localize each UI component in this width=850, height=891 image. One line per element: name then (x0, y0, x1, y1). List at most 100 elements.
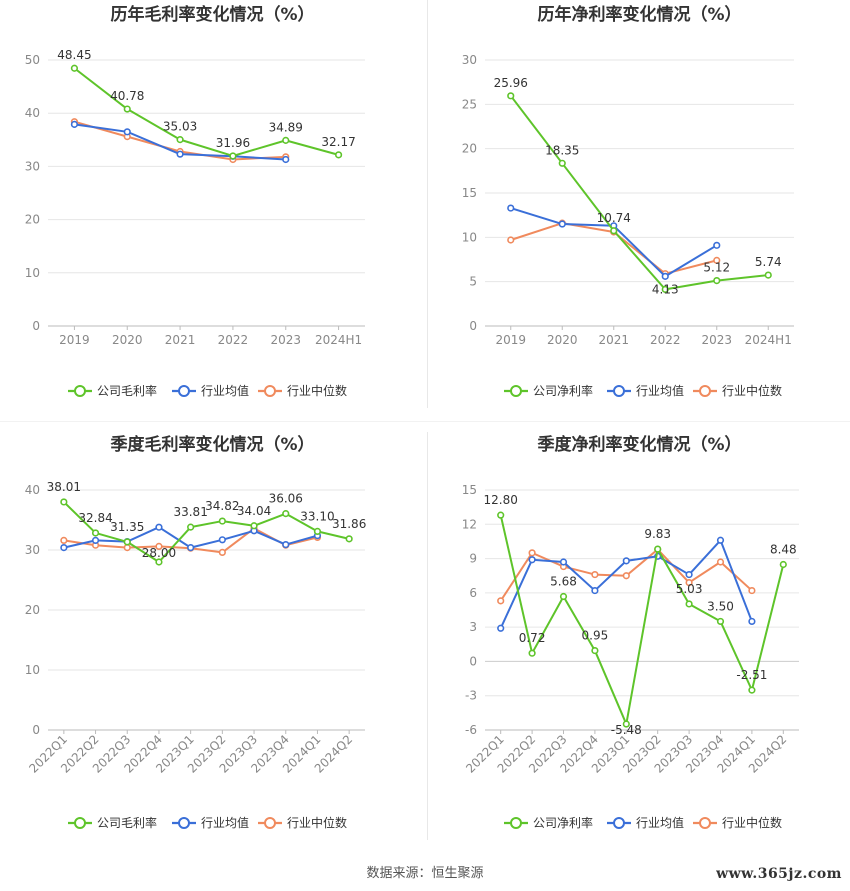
legend-item-company[interactable]: 公司净利率 (504, 815, 593, 830)
data-point-industry-avg (70, 120, 79, 128)
data-label: 9.83 (644, 527, 671, 541)
y-tick-label: 20 (462, 142, 477, 156)
legend-item-industry-avg[interactable]: 行业均值 (172, 815, 249, 830)
data-point-industry-avg (748, 617, 756, 626)
x-tick-label: 2020 (547, 333, 578, 347)
data-point-industry-avg (661, 272, 669, 280)
legend-item-industry-median[interactable]: 行业中位数 (693, 815, 782, 830)
data-point-company (155, 558, 163, 566)
legend-item-industry-median[interactable]: 行业中位数 (258, 815, 347, 830)
data-label: 38.01 (47, 480, 81, 494)
data-point-industry-avg (528, 556, 536, 564)
legend-swatch-marker (510, 817, 522, 829)
chart-title: 历年毛利率变化情况（%） (110, 4, 314, 25)
data-point-company (654, 545, 662, 553)
legend-swatch-marker (74, 385, 86, 397)
data-point-industry-avg (497, 624, 505, 632)
data-label: 5.03 (676, 582, 703, 596)
data-label: 33.81 (173, 505, 207, 519)
legend-item-industry-avg[interactable]: 行业均值 (607, 383, 684, 398)
data-point-industry-median (218, 548, 226, 556)
data-point-industry-avg (60, 543, 68, 552)
x-tick-label: 2024H1 (315, 333, 362, 347)
y-tick-label: 25 (462, 97, 477, 111)
data-point-company (748, 686, 756, 694)
y-tick-label: -6 (465, 723, 477, 737)
data-label: 5.74 (755, 255, 782, 269)
legend-item-industry-median[interactable]: 行业中位数 (693, 383, 782, 398)
data-point-industry-avg (716, 536, 725, 544)
quarterly-net-margin-chart: 季度净利率变化情况（%） -6 -3 0 3 6 9 12 15 2022Q1 2022Q2 2022… (429, 430, 850, 850)
data-label: -2.51 (736, 668, 767, 682)
data-point-company (559, 592, 568, 601)
data-point-industry-avg (558, 220, 566, 228)
legend-label: 公司毛利率 (97, 383, 157, 398)
data-point-industry-avg (187, 543, 195, 552)
y-tick-label: 12 (462, 517, 477, 531)
legend-label: 公司毛利率 (97, 815, 157, 830)
data-label: 31.96 (216, 136, 250, 150)
data-point-industry-median (497, 597, 505, 605)
quarterly-gross-margin-chart: 季度毛利率变化情况（%） 0 10 20 30 40 2022Q1 2022Q2 2022Q3 2… (0, 430, 425, 850)
data-point-industry-avg (559, 558, 568, 566)
legend-item-company[interactable]: 公司毛利率 (68, 815, 157, 830)
legend-item-company[interactable]: 公司毛利率 (68, 383, 157, 398)
data-point-company (218, 517, 226, 525)
data-label: 18.35 (545, 143, 579, 157)
legend-label: 行业均值 (636, 815, 684, 830)
data-point-company (558, 159, 566, 167)
data-point-company (764, 271, 772, 279)
data-point-company (250, 522, 258, 530)
chart-title: 季度净利率变化情况（%） (537, 434, 741, 455)
y-tick-label: 0 (32, 319, 40, 333)
y-tick-label: 0 (469, 319, 477, 333)
legend-label: 行业中位数 (722, 815, 782, 830)
legend-item-industry-median[interactable]: 行业中位数 (258, 383, 347, 398)
data-point-industry-median (123, 543, 131, 552)
chart-svg: 季度净利率变化情况（%）-6-3036912152022Q12022Q22022… (462, 434, 799, 830)
series-line-company (499, 514, 785, 726)
data-label: 28.00 (142, 546, 176, 560)
data-label: 3.50 (707, 599, 734, 613)
data-point-industry-avg (685, 570, 693, 579)
data-point-company (779, 560, 787, 569)
panel-divider-top (427, 0, 428, 408)
data-point-industry-avg (713, 241, 721, 249)
y-tick-label: 9 (469, 552, 477, 566)
legend-label: 行业中位数 (722, 383, 782, 398)
x-tick-label: 2020 (112, 333, 143, 347)
data-label: 25.96 (494, 76, 528, 90)
data-point-company (313, 527, 322, 535)
legend-swatch-marker (510, 385, 522, 397)
data-point-industry-median (155, 542, 163, 550)
data-point-company (70, 64, 79, 72)
legend-item-industry-avg[interactable]: 行业均值 (607, 815, 684, 830)
legend-item-industry-avg[interactable]: 行业均值 (172, 383, 249, 398)
y-tick-label: 0 (32, 723, 40, 737)
data-point-industry-median (528, 549, 536, 557)
data-point-company (713, 277, 721, 285)
legend-label: 公司净利率 (533, 383, 593, 398)
data-point-company (334, 151, 343, 159)
data-point-industry-avg (155, 523, 163, 531)
x-tick-label: 2021 (598, 333, 629, 347)
series-line-industry-avg (499, 539, 753, 629)
data-label: 32.84 (78, 511, 112, 525)
data-label: 5.68 (550, 575, 577, 589)
data-label: 0.72 (519, 631, 546, 645)
legend-item-company[interactable]: 公司净利率 (504, 383, 593, 398)
y-tick-label: 15 (462, 186, 477, 200)
data-point-industry-avg (507, 204, 515, 212)
data-point-company (91, 529, 100, 537)
legend-label: 公司净利率 (533, 815, 593, 830)
y-tick-label: 20 (25, 213, 40, 227)
series-line-company (63, 501, 350, 563)
data-label: -5.48 (611, 723, 642, 737)
chart-title: 历年净利率变化情况（%） (537, 4, 741, 25)
data-point-industry-avg (282, 540, 290, 549)
series-line-company (509, 95, 769, 291)
data-point-company (176, 136, 184, 144)
legend-label: 行业均值 (636, 383, 684, 398)
legend-label: 行业均值 (201, 815, 249, 830)
data-point-industry-avg (123, 128, 131, 136)
